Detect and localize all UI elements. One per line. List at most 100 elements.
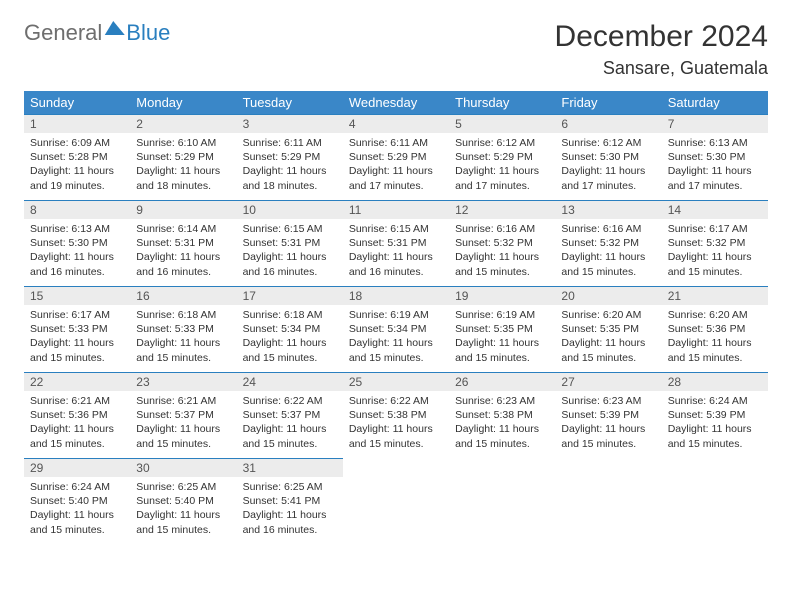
weekday-header: Sunday bbox=[24, 91, 130, 115]
day-daylight1: Daylight: 11 hours bbox=[561, 336, 655, 350]
day-cell: 23Sunrise: 6:21 AMSunset: 5:37 PMDayligh… bbox=[130, 373, 236, 459]
day-daylight2: and 15 minutes. bbox=[243, 351, 337, 365]
day-cell: 14Sunrise: 6:17 AMSunset: 5:32 PMDayligh… bbox=[662, 201, 768, 287]
day-cell: 2Sunrise: 6:10 AMSunset: 5:29 PMDaylight… bbox=[130, 115, 236, 201]
day-cell: 25Sunrise: 6:22 AMSunset: 5:38 PMDayligh… bbox=[343, 373, 449, 459]
day-daylight1: Daylight: 11 hours bbox=[136, 422, 230, 436]
weekday-header: Tuesday bbox=[237, 91, 343, 115]
day-sunset: Sunset: 5:29 PM bbox=[455, 150, 549, 164]
day-daylight2: and 17 minutes. bbox=[561, 179, 655, 193]
day-cell: 5Sunrise: 6:12 AMSunset: 5:29 PMDaylight… bbox=[449, 115, 555, 201]
day-daylight2: and 15 minutes. bbox=[349, 351, 443, 365]
day-body: Sunrise: 6:16 AMSunset: 5:32 PMDaylight:… bbox=[555, 219, 661, 283]
header: General Blue December 2024 Sansare, Guat… bbox=[24, 20, 768, 79]
day-daylight2: and 15 minutes. bbox=[455, 265, 549, 279]
day-number: 6 bbox=[555, 115, 661, 133]
day-number: 5 bbox=[449, 115, 555, 133]
day-sunset: Sunset: 5:38 PM bbox=[455, 408, 549, 422]
day-daylight1: Daylight: 11 hours bbox=[349, 336, 443, 350]
day-daylight2: and 15 minutes. bbox=[30, 351, 124, 365]
day-daylight2: and 15 minutes. bbox=[136, 523, 230, 537]
day-daylight1: Daylight: 11 hours bbox=[30, 336, 124, 350]
day-sunset: Sunset: 5:30 PM bbox=[30, 236, 124, 250]
weekday-header: Thursday bbox=[449, 91, 555, 115]
day-daylight1: Daylight: 11 hours bbox=[136, 508, 230, 522]
day-cell: 10Sunrise: 6:15 AMSunset: 5:31 PMDayligh… bbox=[237, 201, 343, 287]
day-body: Sunrise: 6:11 AMSunset: 5:29 PMDaylight:… bbox=[237, 133, 343, 197]
day-body: Sunrise: 6:12 AMSunset: 5:30 PMDaylight:… bbox=[555, 133, 661, 197]
day-sunset: Sunset: 5:39 PM bbox=[668, 408, 762, 422]
day-body: Sunrise: 6:15 AMSunset: 5:31 PMDaylight:… bbox=[343, 219, 449, 283]
day-cell: 15Sunrise: 6:17 AMSunset: 5:33 PMDayligh… bbox=[24, 287, 130, 373]
day-number: 22 bbox=[24, 373, 130, 391]
day-cell: 21Sunrise: 6:20 AMSunset: 5:36 PMDayligh… bbox=[662, 287, 768, 373]
day-body: Sunrise: 6:17 AMSunset: 5:33 PMDaylight:… bbox=[24, 305, 130, 369]
day-number: 20 bbox=[555, 287, 661, 305]
day-daylight1: Daylight: 11 hours bbox=[668, 422, 762, 436]
day-cell: 31Sunrise: 6:25 AMSunset: 5:41 PMDayligh… bbox=[237, 459, 343, 545]
day-number: 7 bbox=[662, 115, 768, 133]
day-number: 26 bbox=[449, 373, 555, 391]
day-daylight1: Daylight: 11 hours bbox=[561, 250, 655, 264]
day-daylight2: and 17 minutes. bbox=[668, 179, 762, 193]
day-body: Sunrise: 6:15 AMSunset: 5:31 PMDaylight:… bbox=[237, 219, 343, 283]
day-sunset: Sunset: 5:41 PM bbox=[243, 494, 337, 508]
day-body: Sunrise: 6:23 AMSunset: 5:38 PMDaylight:… bbox=[449, 391, 555, 455]
day-body: Sunrise: 6:21 AMSunset: 5:37 PMDaylight:… bbox=[130, 391, 236, 455]
day-sunset: Sunset: 5:32 PM bbox=[561, 236, 655, 250]
day-sunset: Sunset: 5:29 PM bbox=[349, 150, 443, 164]
day-number: 10 bbox=[237, 201, 343, 219]
day-sunrise: Sunrise: 6:23 AM bbox=[455, 394, 549, 408]
day-cell: 9Sunrise: 6:14 AMSunset: 5:31 PMDaylight… bbox=[130, 201, 236, 287]
day-sunrise: Sunrise: 6:20 AM bbox=[561, 308, 655, 322]
day-daylight1: Daylight: 11 hours bbox=[561, 164, 655, 178]
logo: General Blue bbox=[24, 20, 170, 46]
calendar-table: SundayMondayTuesdayWednesdayThursdayFrid… bbox=[24, 91, 768, 545]
day-sunrise: Sunrise: 6:11 AM bbox=[243, 136, 337, 150]
logo-text-general: General bbox=[24, 20, 102, 46]
day-sunrise: Sunrise: 6:21 AM bbox=[136, 394, 230, 408]
day-daylight2: and 15 minutes. bbox=[561, 351, 655, 365]
day-number: 28 bbox=[662, 373, 768, 391]
day-sunset: Sunset: 5:40 PM bbox=[30, 494, 124, 508]
day-body: Sunrise: 6:17 AMSunset: 5:32 PMDaylight:… bbox=[662, 219, 768, 283]
day-sunrise: Sunrise: 6:09 AM bbox=[30, 136, 124, 150]
day-sunrise: Sunrise: 6:10 AM bbox=[136, 136, 230, 150]
day-daylight1: Daylight: 11 hours bbox=[349, 164, 443, 178]
logo-triangle-icon bbox=[105, 21, 127, 35]
day-cell: 13Sunrise: 6:16 AMSunset: 5:32 PMDayligh… bbox=[555, 201, 661, 287]
day-sunrise: Sunrise: 6:17 AM bbox=[30, 308, 124, 322]
day-daylight1: Daylight: 11 hours bbox=[455, 164, 549, 178]
day-body: Sunrise: 6:18 AMSunset: 5:34 PMDaylight:… bbox=[237, 305, 343, 369]
title-block: December 2024 Sansare, Guatemala bbox=[555, 20, 768, 79]
day-number: 30 bbox=[130, 459, 236, 477]
day-daylight2: and 15 minutes. bbox=[668, 351, 762, 365]
logo-text-blue: Blue bbox=[126, 20, 170, 46]
day-daylight2: and 15 minutes. bbox=[668, 265, 762, 279]
day-body: Sunrise: 6:11 AMSunset: 5:29 PMDaylight:… bbox=[343, 133, 449, 197]
day-body: Sunrise: 6:18 AMSunset: 5:33 PMDaylight:… bbox=[130, 305, 236, 369]
day-daylight1: Daylight: 11 hours bbox=[136, 336, 230, 350]
day-daylight1: Daylight: 11 hours bbox=[455, 422, 549, 436]
day-daylight2: and 16 minutes. bbox=[30, 265, 124, 279]
day-sunset: Sunset: 5:38 PM bbox=[349, 408, 443, 422]
day-sunrise: Sunrise: 6:25 AM bbox=[136, 480, 230, 494]
day-daylight1: Daylight: 11 hours bbox=[668, 250, 762, 264]
day-daylight2: and 15 minutes. bbox=[349, 437, 443, 451]
day-daylight1: Daylight: 11 hours bbox=[243, 508, 337, 522]
day-sunset: Sunset: 5:35 PM bbox=[561, 322, 655, 336]
day-cell: 17Sunrise: 6:18 AMSunset: 5:34 PMDayligh… bbox=[237, 287, 343, 373]
calendar-body: 1Sunrise: 6:09 AMSunset: 5:28 PMDaylight… bbox=[24, 115, 768, 545]
day-number: 12 bbox=[449, 201, 555, 219]
day-daylight1: Daylight: 11 hours bbox=[561, 422, 655, 436]
day-cell: 29Sunrise: 6:24 AMSunset: 5:40 PMDayligh… bbox=[24, 459, 130, 545]
day-cell: 12Sunrise: 6:16 AMSunset: 5:32 PMDayligh… bbox=[449, 201, 555, 287]
weekday-header: Wednesday bbox=[343, 91, 449, 115]
day-daylight1: Daylight: 11 hours bbox=[455, 250, 549, 264]
day-body: Sunrise: 6:16 AMSunset: 5:32 PMDaylight:… bbox=[449, 219, 555, 283]
day-daylight2: and 15 minutes. bbox=[561, 437, 655, 451]
day-number: 31 bbox=[237, 459, 343, 477]
day-daylight1: Daylight: 11 hours bbox=[243, 250, 337, 264]
day-number: 27 bbox=[555, 373, 661, 391]
empty-cell bbox=[343, 459, 449, 545]
